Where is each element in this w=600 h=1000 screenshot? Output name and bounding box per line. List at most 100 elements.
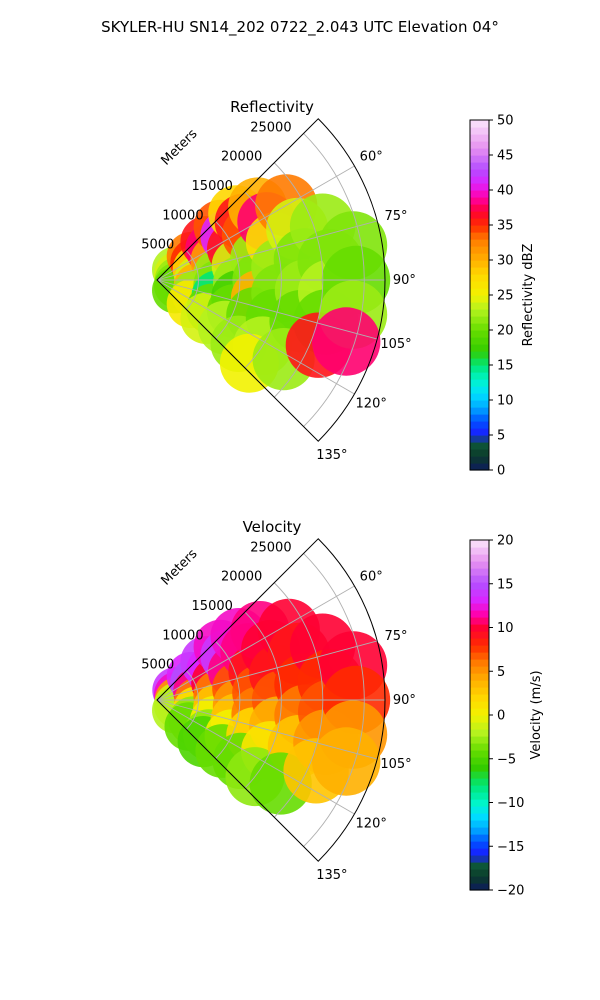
reflectivity-azimuth-gridline [156,279,378,340]
velocity-colorbar-swatch [470,841,489,849]
velocity-colorbar-swatch [470,596,489,604]
velocity-data-cell [312,727,381,796]
velocity-colorbar-swatch [470,617,489,625]
reflectivity-colorbar-swatch [470,463,489,471]
reflectivity-colorbar-swatch [470,323,489,331]
reflectivity-colorbar-swatch [470,372,489,380]
velocity-colorbar-swatch [470,876,489,884]
velocity-colorbar-swatch [470,701,489,709]
reflectivity-colorbar-swatch [470,386,489,394]
velocity-colorbar-swatch [470,540,489,548]
velocity-colorbar-swatch [470,680,489,688]
velocity-colorbar-tick-label: 5 [497,665,505,680]
velocity-colorbar-swatch [470,736,489,744]
velocity-colorbar: −20 −15 −10 −5 0 5 10 15 20 [469,534,524,899]
velocity-colorbar-tick-label: −20 [497,884,524,899]
reflectivity-colorbar-swatch [470,449,489,457]
velocity-colorbar-swatch [470,687,489,695]
velocity-colorbar-swatch [470,729,489,737]
velocity-colorbar-swatch [470,806,489,814]
velocity-colorbar-swatch [470,757,489,765]
reflectivity-colorbar-swatch [470,456,489,464]
velocity-colorbar-swatch [470,834,489,842]
velocity-colorbar-tick-label: −10 [497,796,524,811]
velocity-colorbar-swatch [470,610,489,618]
velocity-colorbar-tick-label: 20 [497,534,514,549]
reflectivity-title: Reflectivity [230,98,314,116]
velocity-colorbar-swatch [470,561,489,569]
velocity-colorbar-swatch [470,743,489,751]
velocity-colorbar-swatch [470,631,489,639]
reflectivity-colorbar-swatch [470,197,489,205]
reflectivity-colorbar-swatch [470,393,489,401]
velocity-colorbar-swatch [470,659,489,667]
velocity-colorbar-swatch [470,652,489,660]
reflectivity-azimuth-gridline [156,220,378,281]
reflectivity-colorbar-swatch [470,148,489,156]
reflectivity-data-cell [312,307,381,376]
reflectivity-grid: 5000 10000 15000 20000 25000 60° 75° 90° 105° 120… [141,118,416,463]
velocity-colorbar-swatch [470,792,489,800]
velocity-grid: 5000 10000 15000 20000 25000 60° 75° 90° 105° 120… [141,538,416,883]
reflectivity-panel: Reflectivity 5000 10000 15000 20000 25000 60°… [141,98,536,479]
velocity-radial-tick-label: 10000 [162,628,203,643]
velocity-colorbar-tick-label: −15 [497,840,524,855]
reflectivity-colorbar-tick-label: 45 [497,149,514,164]
reflectivity-azimuth-tick-label: 135° [316,448,347,463]
reflectivity-colorbar-swatch [470,421,489,429]
velocity-colorbar-swatch [470,771,489,779]
velocity-azimuth-tick-label: 105° [380,757,411,772]
velocity-colorbar-swatch [470,820,489,828]
velocity-colorbar-swatch [470,848,489,856]
reflectivity-colorbar-swatch [470,358,489,366]
velocity-colorbar-tick-label: −5 [497,752,516,767]
velocity-radial-tick-label: 15000 [192,599,233,614]
reflectivity-colorbar-swatch [470,274,489,282]
reflectivity-colorbar-label: Reflectivity dBZ [521,244,536,347]
reflectivity-colorbar-swatch [470,281,489,289]
velocity-colorbar-swatch [470,575,489,583]
reflectivity-colorbar-swatch [470,407,489,415]
reflectivity-colorbar-swatch [470,435,489,443]
reflectivity-azimuth-tick-label: 120° [356,397,387,412]
velocity-colorbar-swatch [470,750,489,758]
velocity-colorbar-swatch [470,638,489,646]
velocity-colorbar-swatch [470,715,489,723]
reflectivity-colorbar-tick-label: 0 [497,464,505,479]
reflectivity-colorbar-swatch [470,288,489,296]
reflectivity-sector-frame [156,118,386,442]
reflectivity-colorbar-tick-label: 5 [497,429,505,444]
reflectivity-colorbar-swatch [470,232,489,240]
reflectivity-colorbar-swatch [470,260,489,268]
reflectivity-colorbar-swatch [470,127,489,135]
velocity-title: Velocity [243,518,302,536]
reflectivity-colorbar-swatch [470,211,489,219]
reflectivity-colorbar-swatch [470,176,489,184]
velocity-panel: Velocity 5000 10000 15000 20000 25000 60° 75° 9… [141,518,544,899]
reflectivity-colorbar-swatch [470,225,489,233]
velocity-colorbar-swatch [470,666,489,674]
reflectivity-colorbar-swatch [470,183,489,191]
reflectivity-azimuth-gridline [156,279,355,395]
reflectivity-radial-tick-label: 20000 [221,150,262,165]
velocity-colorbar-swatch [470,708,489,716]
reflectivity-colorbar-swatch [470,351,489,359]
velocity-azimuth-tick-label: 135° [316,868,347,883]
reflectivity-colorbar-swatch [470,316,489,324]
reflectivity-colorbar-swatch [470,141,489,149]
velocity-azimuth-tick-label: 75° [384,629,407,644]
reflectivity-colorbar-swatch [470,120,489,128]
reflectivity-colorbar-swatch [470,218,489,226]
reflectivity-colorbar-swatch [470,134,489,142]
velocity-colorbar-swatch [470,722,489,730]
reflectivity-colorbar-swatch [470,253,489,261]
velocity-radial-tick-label: 25000 [250,540,291,555]
velocity-azimuth-gridline [156,699,378,760]
velocity-colorbar-tick-label: 0 [497,709,505,724]
velocity-colorbar-swatch [470,799,489,807]
velocity-colorbar-swatch [470,869,489,877]
velocity-azimuth-gridline [156,585,355,701]
velocity-colorbar-swatch [470,589,489,597]
reflectivity-colorbar-swatch [470,365,489,373]
reflectivity-colorbar-swatch [470,239,489,247]
